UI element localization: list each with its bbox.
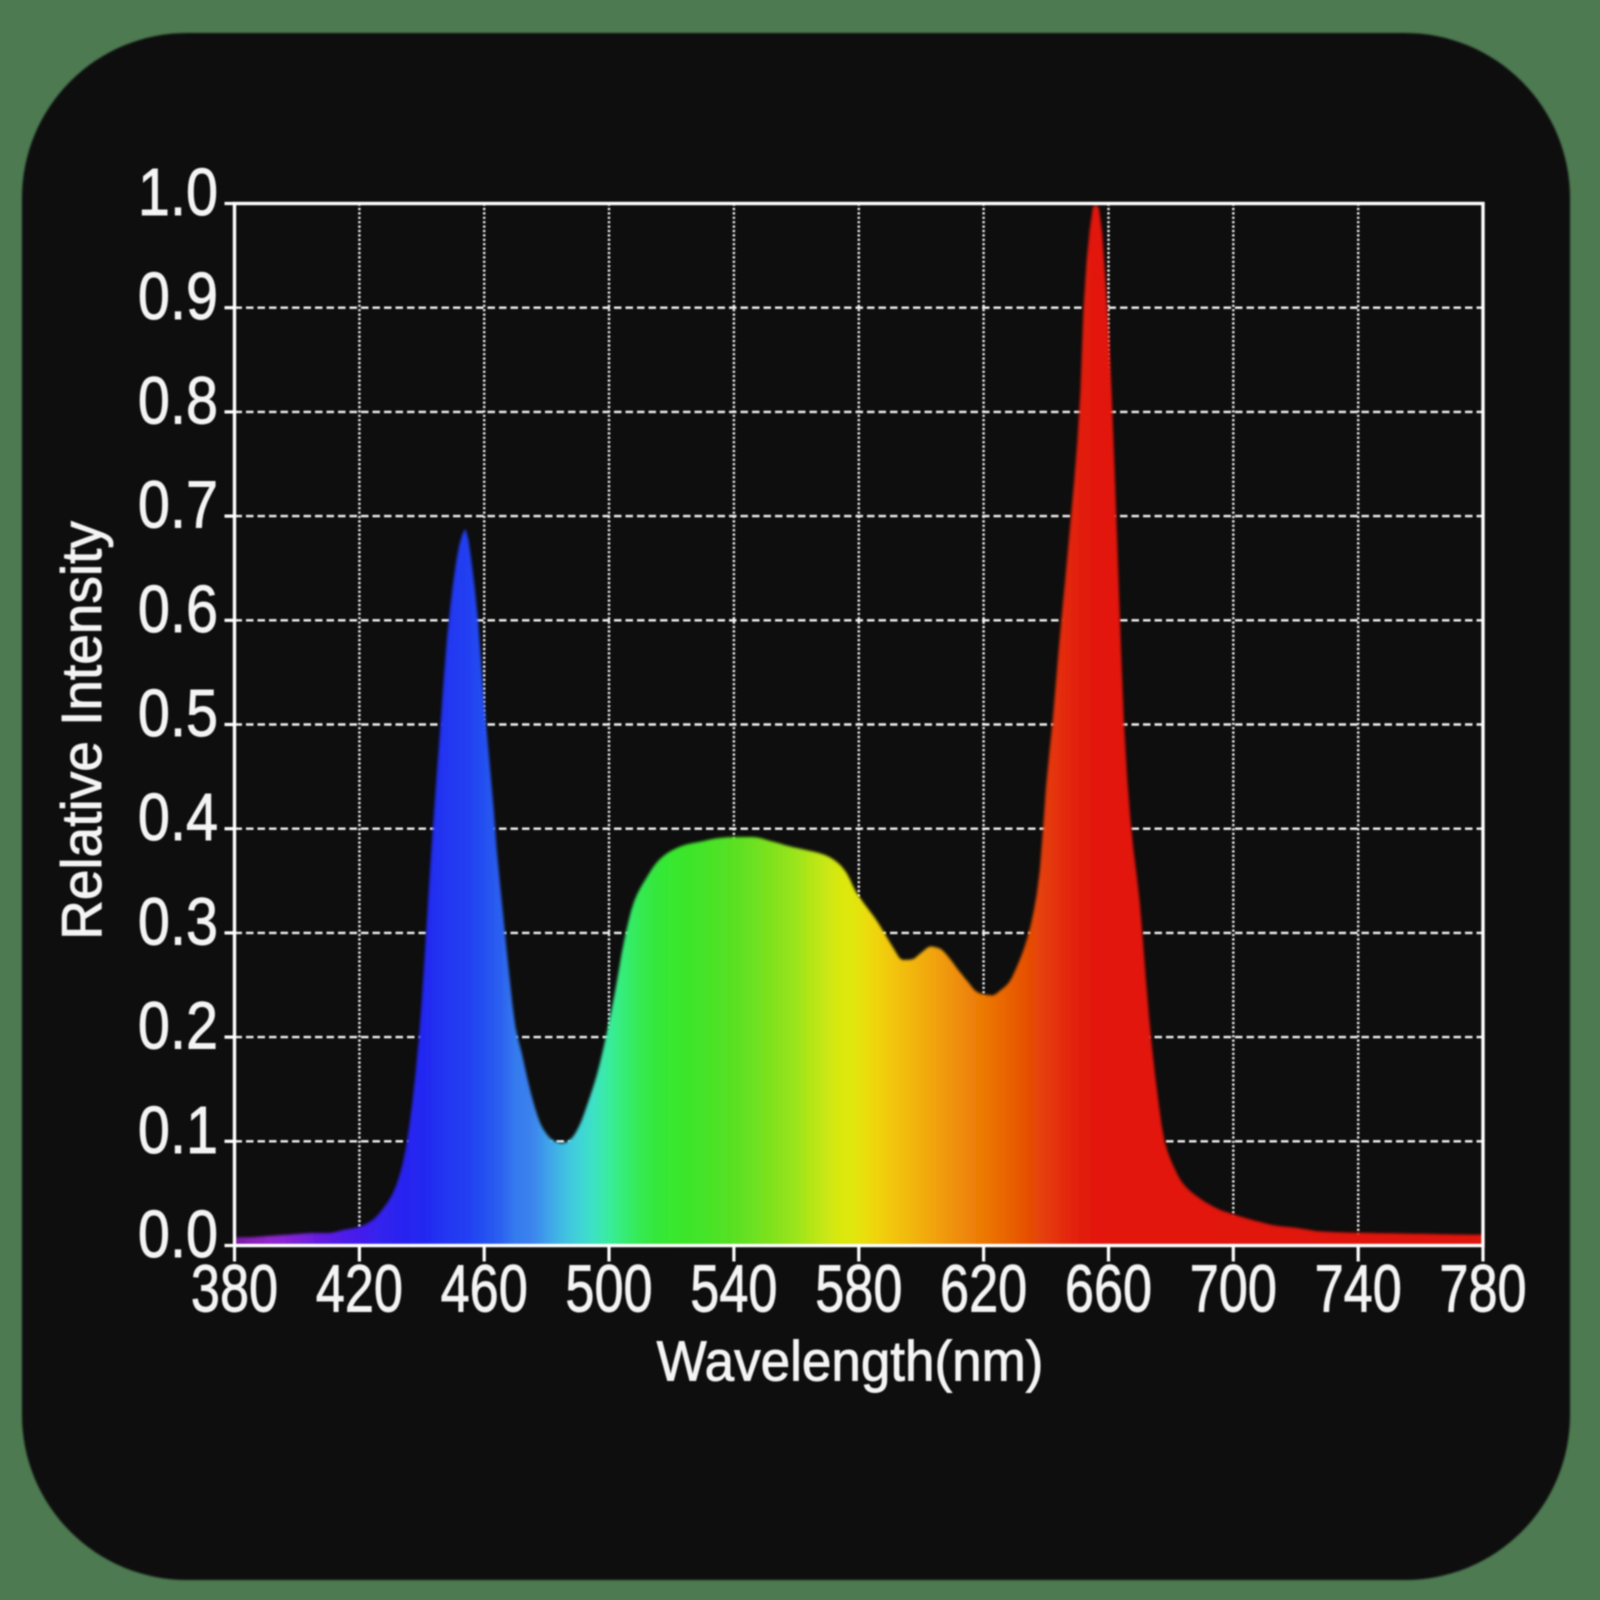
svg-text:420: 420 bbox=[316, 1251, 403, 1326]
svg-text:Wavelength(nm): Wavelength(nm) bbox=[657, 1329, 1044, 1393]
svg-text:0.1: 0.1 bbox=[138, 1093, 218, 1168]
svg-text:460: 460 bbox=[441, 1251, 528, 1326]
svg-text:0.6: 0.6 bbox=[138, 572, 218, 647]
svg-text:540: 540 bbox=[690, 1251, 777, 1326]
svg-text:740: 740 bbox=[1315, 1251, 1402, 1326]
svg-text:780: 780 bbox=[1439, 1251, 1526, 1326]
svg-text:0.7: 0.7 bbox=[138, 468, 218, 543]
svg-text:580: 580 bbox=[815, 1251, 902, 1326]
svg-text:0.3: 0.3 bbox=[138, 884, 218, 959]
svg-text:0.5: 0.5 bbox=[138, 676, 218, 751]
svg-text:0.9: 0.9 bbox=[138, 259, 218, 334]
svg-text:0.0: 0.0 bbox=[138, 1197, 218, 1272]
svg-text:660: 660 bbox=[1065, 1251, 1152, 1326]
svg-text:380: 380 bbox=[191, 1251, 278, 1326]
svg-text:0.2: 0.2 bbox=[138, 989, 218, 1064]
svg-text:700: 700 bbox=[1190, 1251, 1277, 1326]
svg-text:Relative Intensity: Relative Intensity bbox=[49, 521, 113, 940]
svg-text:1.0: 1.0 bbox=[138, 155, 218, 230]
svg-text:0.8: 0.8 bbox=[138, 363, 218, 438]
svg-text:620: 620 bbox=[940, 1251, 1027, 1326]
svg-text:0.4: 0.4 bbox=[138, 780, 218, 855]
svg-text:500: 500 bbox=[565, 1251, 652, 1326]
